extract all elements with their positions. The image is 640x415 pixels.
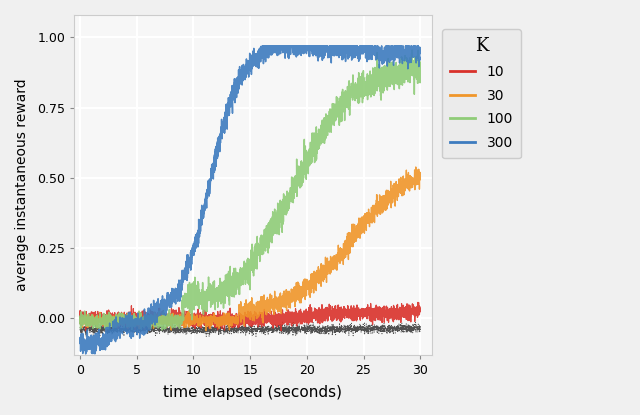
Legend: 10, 30, 100, 300: 10, 30, 100, 300: [442, 29, 521, 158]
Y-axis label: average instantaneous reward: average instantaneous reward: [15, 78, 29, 291]
X-axis label: time elapsed (seconds): time elapsed (seconds): [163, 385, 342, 400]
